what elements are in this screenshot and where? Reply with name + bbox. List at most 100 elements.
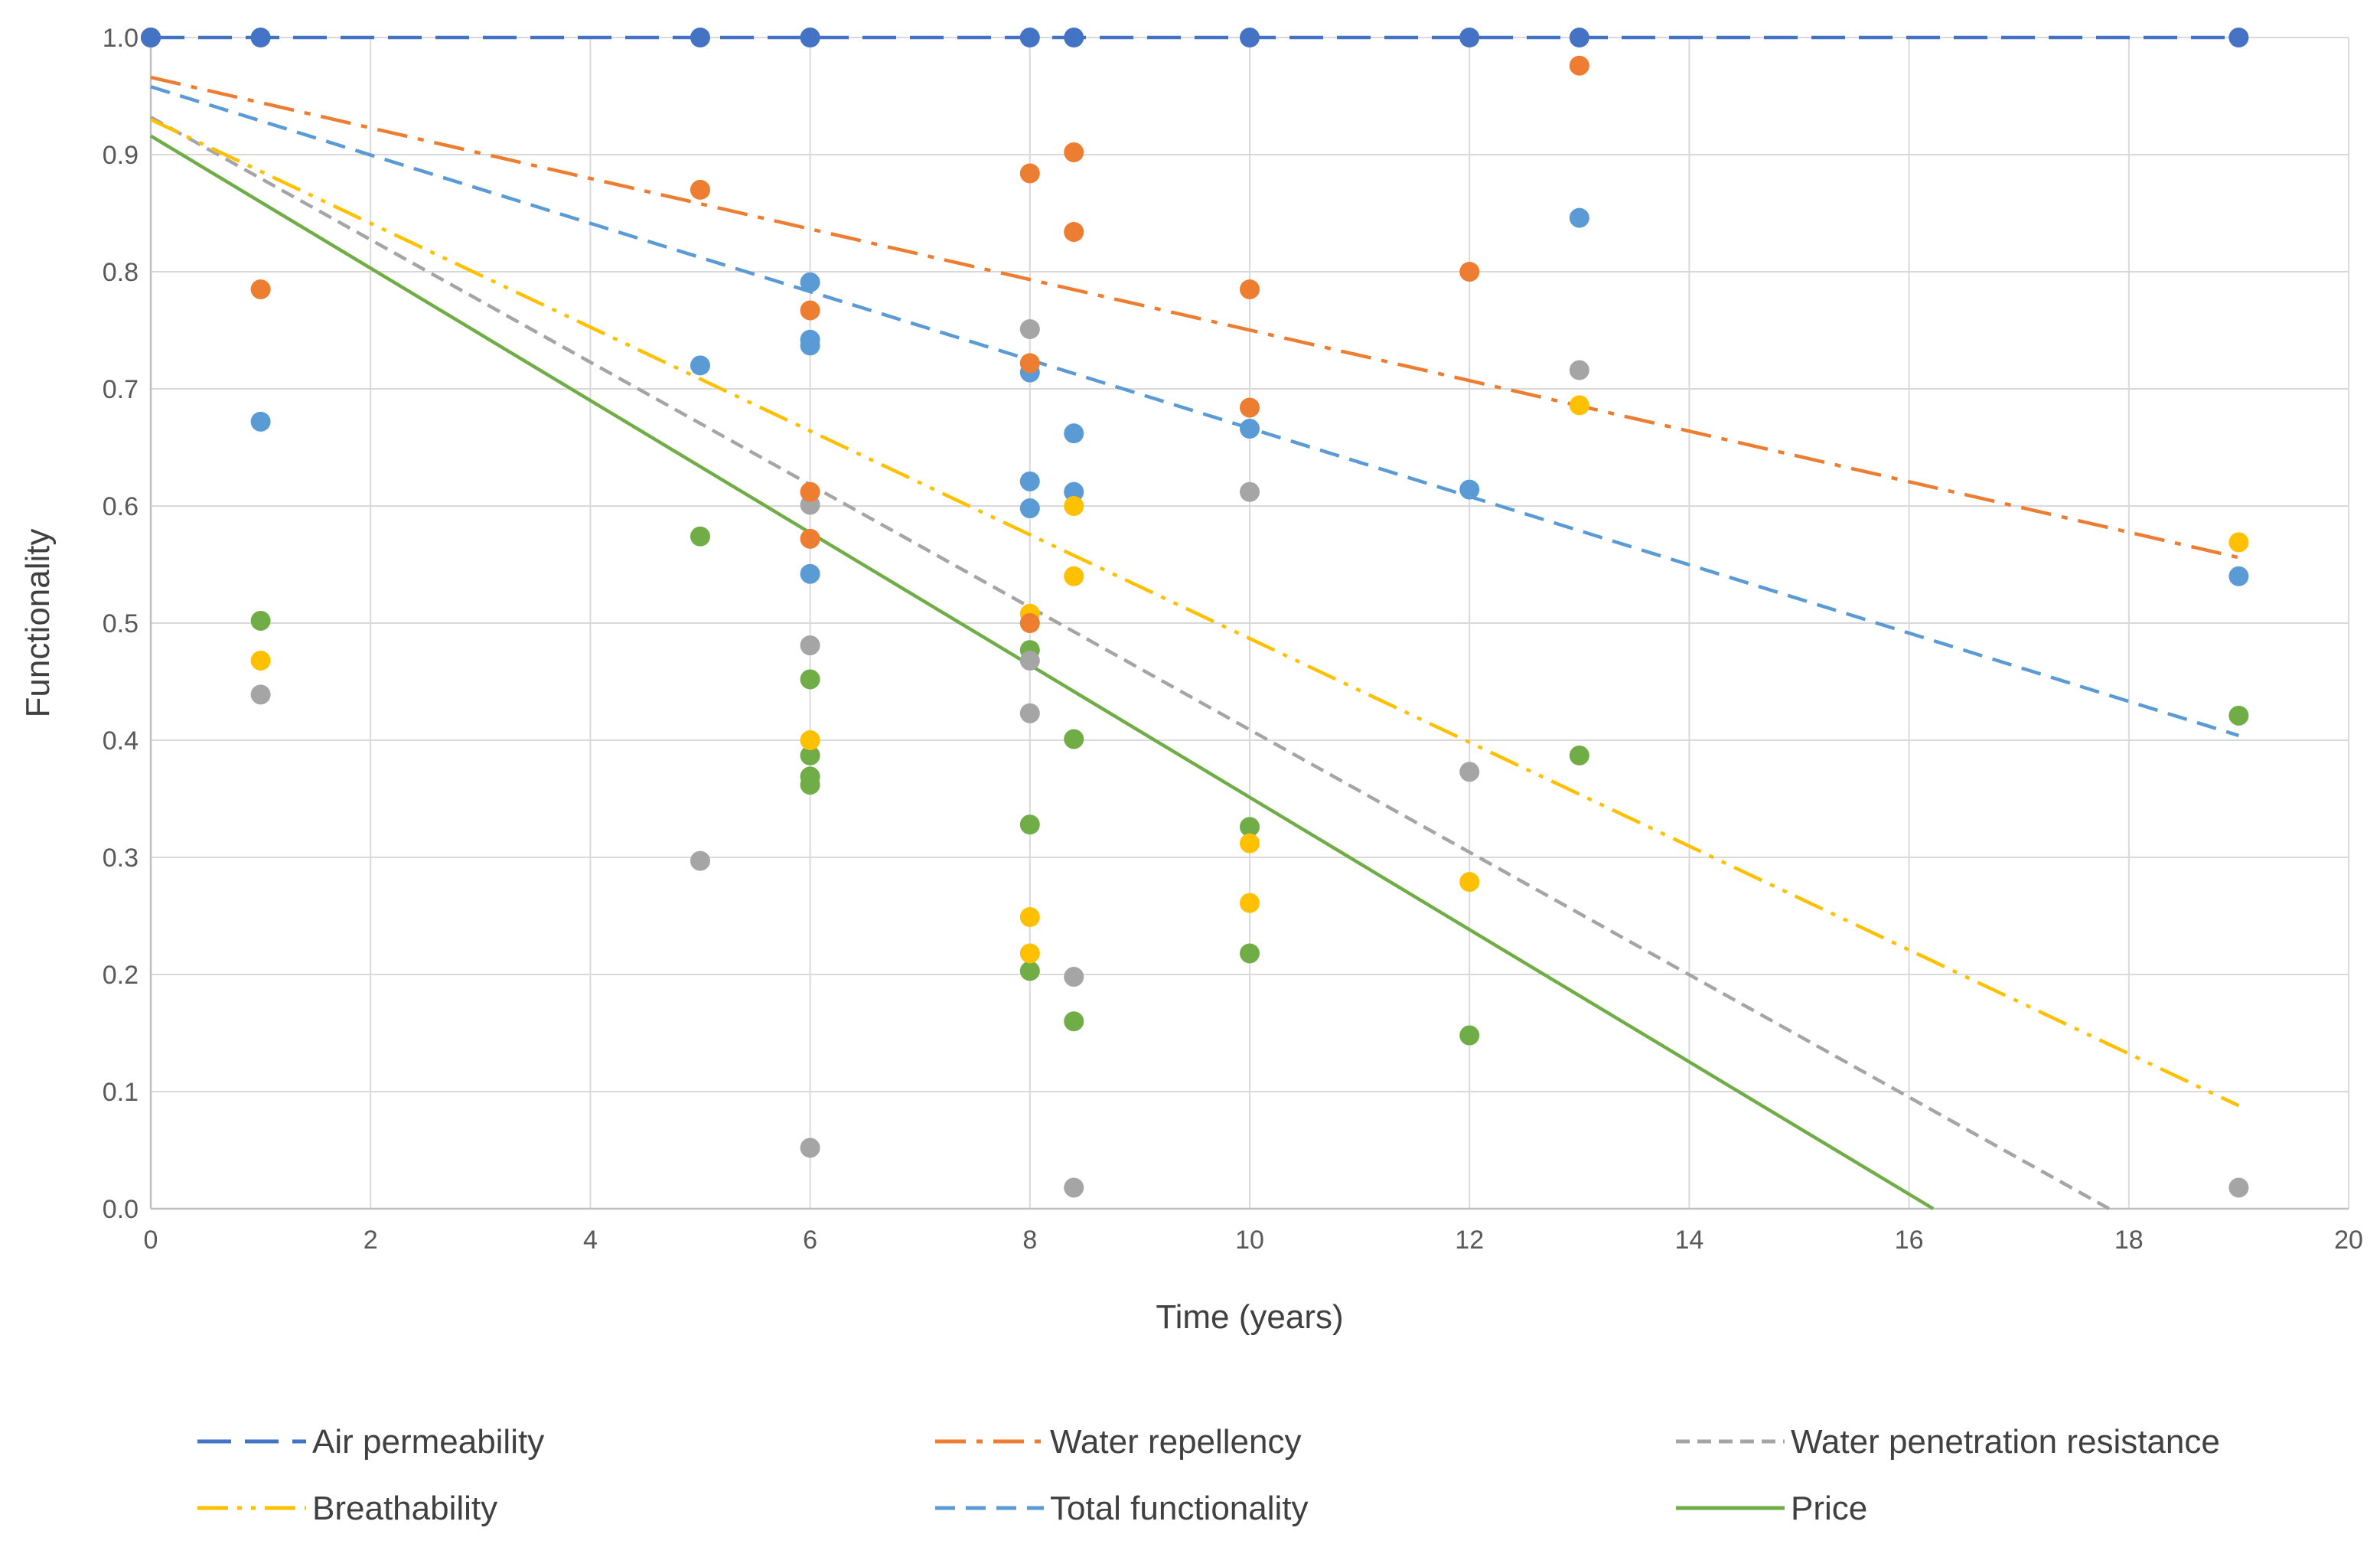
point-price — [1240, 943, 1260, 964]
point-total-functionality — [1019, 471, 1040, 491]
point-breathability — [1459, 872, 1480, 893]
x-tick-label: 18 — [2114, 1226, 2144, 1255]
point-breathability — [1064, 496, 1084, 516]
point-price — [1019, 814, 1040, 835]
point-water-penetration-resistance — [1019, 703, 1040, 723]
axes — [149, 38, 2349, 1210]
point-total-functionality — [1064, 481, 1084, 502]
y-axis-title: Functionality — [19, 528, 57, 717]
trendlines — [149, 35, 2240, 1210]
point-breathability — [800, 730, 820, 750]
point-total-functionality — [800, 335, 820, 356]
x-tick-label: 8 — [1022, 1226, 1037, 1255]
y-tick-label: 0.7 — [103, 375, 139, 404]
point-water-penetration-resistance — [250, 684, 271, 705]
y-tick-label: 0.4 — [103, 726, 139, 756]
point-water-penetration-resistance — [2228, 1177, 2249, 1198]
point-total-functionality — [1569, 207, 1589, 228]
point-air-permeability — [1019, 28, 1040, 47]
y-tick-label: 0.5 — [103, 609, 139, 638]
y-tick-label: 0.2 — [103, 961, 139, 990]
point-air-permeability — [2228, 28, 2249, 47]
point-water-repellency — [250, 279, 271, 299]
trendline-price — [149, 134, 1935, 1210]
point-water-repellency — [690, 179, 710, 200]
point-price — [250, 610, 271, 631]
point-breathability — [1569, 395, 1589, 416]
point-breathability — [1064, 566, 1084, 586]
x-tick-label: 20 — [2334, 1226, 2363, 1255]
point-water-repellency — [1064, 221, 1084, 242]
point-water-penetration-resistance — [800, 1138, 820, 1158]
point-air-permeability — [800, 28, 820, 47]
point-breathability — [1019, 907, 1040, 928]
point-water-penetration-resistance — [1064, 1177, 1084, 1198]
trendline-total-functionality — [150, 85, 2240, 738]
point-water-repellency — [800, 300, 820, 321]
legend-label-water-penetration-resistance: Water penetration resistance — [1791, 1423, 2220, 1461]
point-water-repellency — [1569, 55, 1589, 76]
y-tick-label: 1.0 — [103, 24, 139, 53]
legend-label-air-permeability: Air permeability — [312, 1423, 544, 1461]
y-tick-label: 0.6 — [103, 492, 139, 521]
x-tick-label: 4 — [583, 1226, 598, 1255]
point-price — [690, 526, 710, 547]
point-price — [1240, 817, 1260, 837]
point-total-functionality — [800, 272, 820, 292]
x-tick-labels: 0 2 4 6 8 10 12 14 16 18 20 — [144, 1226, 2363, 1255]
x-tick-label: 10 — [1235, 1226, 1264, 1255]
y-tick-label: 0.9 — [103, 141, 139, 170]
point-water-penetration-resistance — [1019, 318, 1040, 339]
x-tick-label: 6 — [803, 1226, 817, 1255]
point-price — [1019, 961, 1040, 981]
point-water-repellency — [1019, 163, 1040, 184]
point-air-permeability — [1240, 28, 1260, 47]
point-price — [1064, 1011, 1084, 1032]
trendline-water-repellency — [150, 75, 2239, 560]
y-tick-label: 0.1 — [103, 1078, 139, 1107]
x-tick-label: 14 — [1674, 1226, 1703, 1255]
point-price — [1569, 745, 1589, 765]
point-water-penetration-resistance — [800, 635, 820, 656]
point-air-permeability — [1459, 28, 1480, 47]
point-water-repellency — [1064, 142, 1084, 162]
point-air-permeability — [141, 28, 161, 47]
trendline-breathability — [150, 118, 2240, 1108]
point-water-penetration-resistance — [1459, 762, 1480, 782]
point-air-permeability — [1064, 28, 1084, 47]
point-total-functionality — [1064, 423, 1084, 444]
point-water-penetration-resistance — [690, 850, 710, 871]
point-breathability — [2228, 532, 2249, 553]
x-axis-title: Time (years) — [1156, 1298, 1343, 1336]
point-total-functionality — [800, 563, 820, 584]
point-total-functionality — [690, 355, 710, 376]
legend-label-water-repellency: Water repellency — [1050, 1423, 1302, 1461]
gridlines — [150, 37, 2349, 1209]
point-total-functionality — [1459, 479, 1480, 500]
point-price — [800, 745, 820, 765]
point-total-functionality — [2228, 566, 2249, 586]
x-tick-label: 2 — [364, 1226, 378, 1255]
point-price — [2228, 705, 2249, 726]
x-tick-label: 12 — [1455, 1226, 1484, 1255]
legend-label-breathability: Breathability — [312, 1490, 497, 1527]
point-breathability — [250, 650, 271, 671]
y-tick-label: 0.8 — [103, 258, 139, 287]
point-price — [800, 775, 820, 795]
point-total-functionality — [1240, 419, 1260, 439]
point-price — [1064, 729, 1084, 749]
point-air-permeability — [690, 28, 710, 47]
x-tick-label: 0 — [144, 1226, 158, 1255]
point-air-permeability — [250, 28, 271, 47]
point-water-repellency — [1240, 397, 1260, 418]
point-water-repellency — [800, 528, 820, 549]
y-tick-label: 0.0 — [103, 1195, 139, 1224]
point-total-functionality — [1019, 498, 1040, 519]
data-points — [141, 28, 2249, 1198]
point-breathability — [1240, 893, 1260, 913]
point-air-permeability — [1569, 28, 1589, 47]
y-tick-label: 0.3 — [103, 844, 139, 873]
legend-label-price: Price — [1791, 1490, 1867, 1527]
point-water-penetration-resistance — [1240, 481, 1260, 502]
point-water-repellency — [800, 481, 820, 502]
